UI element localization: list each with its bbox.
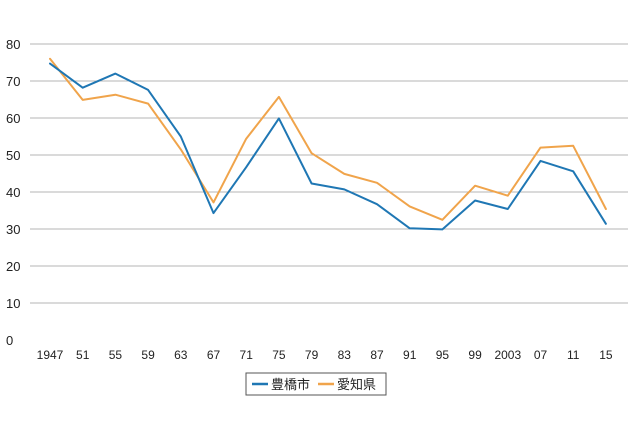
y-tick-label: 30: [6, 222, 20, 237]
y-tick-label: 70: [6, 74, 20, 89]
y-tick-label: 50: [6, 148, 20, 163]
x-tick-label: 2003: [494, 348, 521, 362]
series-line-aichi: [49, 57, 607, 221]
y-tick-label: 60: [6, 111, 20, 126]
x-axis-ticks: 1947 51 55 59 63 67 71 75 79 83 87 91 95 99 2003 07 11 15: [37, 348, 613, 362]
legend-label-toyohashi: 豊橋市: [271, 377, 310, 393]
x-tick-label: 79: [305, 348, 319, 362]
x-tick-label: 99: [468, 348, 482, 362]
x-tick-label: 95: [436, 348, 450, 362]
series-lines: [49, 57, 607, 231]
x-tick-label: 91: [403, 348, 417, 362]
series-line-toyohashi: [49, 62, 607, 231]
x-tick-label: 55: [109, 348, 123, 362]
y-axis-ticks: 0 10 20 30 40 50 60 70 80: [6, 37, 20, 348]
y-tick-label: 0: [6, 333, 13, 348]
x-tick-label: 63: [174, 348, 188, 362]
x-tick-label: 59: [141, 348, 155, 362]
legend-box: [245, 372, 387, 396]
x-tick-label: 75: [272, 348, 286, 362]
grid-lines: [30, 43, 628, 304]
y-tick-label: 20: [6, 259, 20, 274]
x-tick-label: 87: [370, 348, 384, 362]
x-tick-label: 71: [240, 348, 254, 362]
y-tick-label: 40: [6, 185, 20, 200]
x-tick-label: 11: [567, 348, 580, 362]
legend: 豊橋市 愛知県: [245, 372, 387, 396]
x-tick-label: 67: [207, 348, 221, 362]
x-tick-label: 07: [534, 348, 548, 362]
x-tick-label: 15: [599, 348, 613, 362]
y-tick-label: 80: [6, 37, 20, 52]
x-tick-label: 51: [76, 348, 90, 362]
y-tick-label: 10: [6, 296, 20, 311]
x-tick-label: 83: [338, 348, 352, 362]
legend-label-aichi: 愛知県: [337, 377, 376, 393]
x-tick-label: 1947: [37, 348, 64, 362]
